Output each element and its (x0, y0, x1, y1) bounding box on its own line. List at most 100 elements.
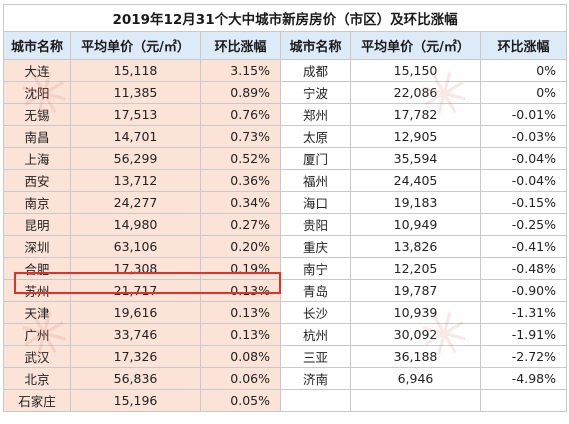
table-row: 昆明 14,980 0.27% 贵阳 10,949 -0.25% (3, 213, 568, 236)
right-price-cell: 13,826 (350, 235, 481, 258)
right-change-cell: -1.31% (479, 301, 568, 324)
right-price-cell: 19,183 (350, 191, 481, 214)
left-city-cell: 昆明 (3, 213, 71, 236)
left-city-cell: 南昌 (3, 125, 71, 148)
left-city-cell: 上海 (3, 147, 71, 170)
right-change-cell: -2.72% (479, 345, 568, 368)
left-price-cell: 19,616 (70, 301, 201, 324)
left-price-cell: 15,118 (70, 59, 201, 82)
header-city-right: 城市名称 (280, 31, 351, 60)
right-price-cell: 19,787 (350, 279, 481, 302)
left-city-cell: 深圳 (3, 235, 71, 258)
right-city-cell: 南宁 (280, 257, 351, 280)
header-change-left: 环比涨幅 (200, 31, 281, 60)
table-row: 石家庄 15,196 0.05% (3, 389, 568, 412)
right-change-cell: -0.04% (479, 147, 568, 170)
left-change-cell: 0.20% (200, 235, 281, 258)
right-change-cell: -0.03% (479, 125, 568, 148)
left-city-cell: 西安 (3, 169, 71, 192)
table-row: 武汉 17,326 0.08% 三亚 36,188 -2.72% (3, 345, 568, 368)
right-price-cell: 24,405 (350, 169, 481, 192)
right-city-cell: 厦门 (280, 147, 351, 170)
left-price-cell: 63,106 (70, 235, 201, 258)
right-change-cell: -0.15% (479, 191, 568, 214)
left-price-cell: 14,701 (70, 125, 201, 148)
left-change-cell: 0.08% (200, 345, 281, 368)
house-price-table: 2019年12月31个大中城市新房房价（市区）及环比涨幅 城市名称 平均单价（元… (2, 4, 568, 412)
left-price-cell: 56,836 (70, 367, 201, 390)
left-city-cell: 大连 (3, 59, 71, 82)
table-row: 合肥 17,308 0.19% 南宁 12,205 -0.48% (3, 257, 568, 280)
right-city-cell: 重庆 (280, 235, 351, 258)
left-price-cell: 15,196 (70, 389, 201, 412)
table-row: 北京 56,836 0.06% 济南 6,946 -4.98% (3, 367, 568, 390)
left-price-cell: 33,746 (70, 323, 201, 346)
left-change-cell: 0.73% (200, 125, 281, 148)
left-change-cell: 0.13% (200, 279, 281, 302)
right-change-cell: 0% (479, 81, 568, 104)
right-city-cell: 成都 (280, 59, 351, 82)
right-change-cell: 0% (479, 59, 568, 82)
right-price-cell: 36,188 (350, 345, 481, 368)
right-city-cell: 青岛 (280, 279, 351, 302)
right-price-cell: 35,594 (350, 147, 481, 170)
table-row: 深圳 63,106 0.20% 重庆 13,826 -0.41% (3, 235, 568, 258)
left-city-cell: 苏州 (3, 279, 71, 302)
table-row: 苏州 21,717 0.13% 青岛 19,787 -0.90% (3, 279, 568, 302)
header-change-right: 环比涨幅 (479, 31, 568, 60)
table-body: 大连 15,118 3.15% 成都 15,150 0% 沈阳 11,385 0.89% 宁波 22… (3, 59, 568, 412)
header-price-right: 平均单价（元/㎡） (350, 31, 481, 60)
left-price-cell: 21,717 (70, 279, 201, 302)
right-change-cell: -0.48% (479, 257, 568, 280)
right-price-cell: 10,939 (350, 301, 481, 324)
right-price-cell: 17,782 (350, 103, 481, 126)
header-city-left: 城市名称 (3, 31, 71, 60)
left-city-cell: 无锡 (3, 103, 71, 126)
left-city-cell: 沈阳 (3, 81, 71, 104)
right-city-cell: 三亚 (280, 345, 351, 368)
table-row: 上海 56,299 0.52% 厦门 35,594 -0.04% (3, 147, 568, 170)
left-city-cell: 石家庄 (3, 389, 71, 412)
right-price-cell: 12,205 (350, 257, 481, 280)
left-city-cell: 北京 (3, 367, 71, 390)
left-change-cell: 0.27% (200, 213, 281, 236)
right-price-cell: 15,150 (350, 59, 481, 82)
right-change-cell: -1.91% (479, 323, 568, 346)
left-change-cell: 0.89% (200, 81, 281, 104)
left-city-cell: 广州 (3, 323, 71, 346)
table-title: 2019年12月31个大中城市新房房价（市区）及环比涨幅 (2, 4, 568, 32)
right-city-cell: 济南 (280, 367, 351, 390)
left-change-cell: 0.13% (200, 301, 281, 324)
left-price-cell: 17,308 (70, 257, 201, 280)
left-price-cell: 24,277 (70, 191, 201, 214)
left-change-cell: 0.52% (200, 147, 281, 170)
header-price-left: 平均单价（元/㎡） (70, 31, 201, 60)
left-city-cell: 合肥 (3, 257, 71, 280)
right-city-cell (280, 389, 351, 412)
left-change-cell: 0.05% (200, 389, 281, 412)
left-price-cell: 14,980 (70, 213, 201, 236)
right-price-cell: 22,086 (350, 81, 481, 104)
right-change-cell (479, 389, 568, 412)
right-price-cell: 10,949 (350, 213, 481, 236)
table-row: 无锡 17,513 0.76% 郑州 17,782 -0.01% (3, 103, 568, 126)
left-change-cell: 3.15% (200, 59, 281, 82)
table-row: 西安 13,712 0.36% 福州 24,405 -0.04% (3, 169, 568, 192)
left-price-cell: 13,712 (70, 169, 201, 192)
left-change-cell: 0.19% (200, 257, 281, 280)
right-city-cell: 杭州 (280, 323, 351, 346)
table-row: 南昌 14,701 0.73% 太原 12,905 -0.03% (3, 125, 568, 148)
right-city-cell: 太原 (280, 125, 351, 148)
left-city-cell: 南京 (3, 191, 71, 214)
table-row: 沈阳 11,385 0.89% 宁波 22,086 0% (3, 81, 568, 104)
right-change-cell: -0.25% (479, 213, 568, 236)
left-change-cell: 0.36% (200, 169, 281, 192)
left-change-cell: 0.06% (200, 367, 281, 390)
right-change-cell: -0.41% (479, 235, 568, 258)
right-change-cell: -0.04% (479, 169, 568, 192)
table-row: 大连 15,118 3.15% 成都 15,150 0% (3, 59, 568, 82)
right-city-cell: 郑州 (280, 103, 351, 126)
left-price-cell: 11,385 (70, 81, 201, 104)
table-row: 天津 19,616 0.13% 长沙 10,939 -1.31% (3, 301, 568, 324)
